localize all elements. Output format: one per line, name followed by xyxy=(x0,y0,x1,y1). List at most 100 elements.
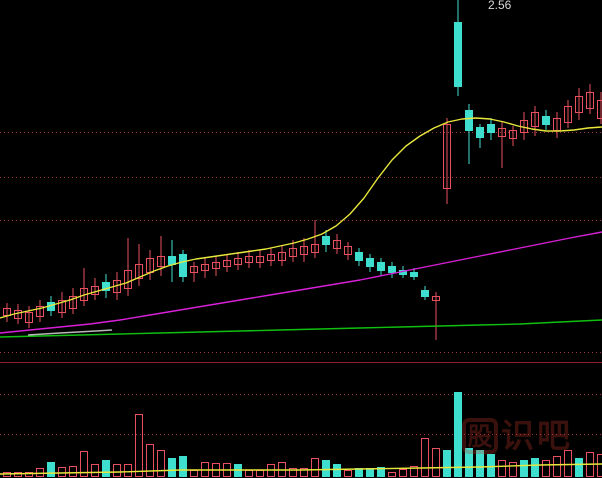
volume-bar[interactable] xyxy=(146,444,154,477)
volume-bar[interactable] xyxy=(531,458,539,477)
candle[interactable] xyxy=(432,292,440,340)
volume-bar[interactable] xyxy=(102,460,110,477)
candle[interactable] xyxy=(234,252,242,270)
candle[interactable] xyxy=(531,106,539,136)
price-chart-panel[interactable]: 2.56 xyxy=(0,0,602,362)
candle[interactable] xyxy=(311,220,319,258)
volume-bar[interactable] xyxy=(289,468,297,477)
volume-bar[interactable] xyxy=(47,462,55,477)
candle[interactable] xyxy=(3,303,11,322)
candle[interactable] xyxy=(520,112,528,140)
candle[interactable] xyxy=(245,250,253,268)
candle[interactable] xyxy=(179,250,187,282)
volume-bar[interactable] xyxy=(553,456,561,477)
volume-bar[interactable] xyxy=(322,460,330,477)
volume-bar[interactable] xyxy=(91,464,99,477)
candle[interactable] xyxy=(267,248,275,266)
candle[interactable] xyxy=(476,124,484,148)
candle[interactable] xyxy=(25,306,33,328)
volume-bar[interactable] xyxy=(443,450,451,477)
candle[interactable] xyxy=(223,254,231,272)
volume-bar[interactable] xyxy=(14,472,22,477)
volume-bars-svg[interactable] xyxy=(0,362,602,478)
volume-bar[interactable] xyxy=(520,460,528,477)
volume-bar[interactable] xyxy=(190,470,198,477)
volume-bar[interactable] xyxy=(25,472,33,477)
volume-bar[interactable] xyxy=(113,464,121,477)
volume-bar[interactable] xyxy=(542,460,550,477)
candle[interactable] xyxy=(69,288,77,314)
volume-bar[interactable] xyxy=(597,454,602,477)
volume-bar[interactable] xyxy=(333,464,341,477)
volume-bar[interactable] xyxy=(575,458,583,477)
candle[interactable] xyxy=(421,286,429,300)
volume-bar[interactable] xyxy=(487,454,495,477)
candle[interactable] xyxy=(344,242,352,260)
volume-bar[interactable] xyxy=(58,467,66,477)
candle[interactable] xyxy=(487,118,495,140)
candle[interactable] xyxy=(212,256,220,276)
candle[interactable] xyxy=(410,268,418,280)
candle[interactable] xyxy=(124,238,132,296)
volume-bar[interactable] xyxy=(421,438,429,477)
candle[interactable] xyxy=(36,300,44,322)
candle[interactable] xyxy=(146,250,154,280)
volume-chart-panel[interactable] xyxy=(0,362,602,478)
candle[interactable] xyxy=(91,278,99,300)
candle[interactable] xyxy=(333,234,341,254)
candle[interactable] xyxy=(256,250,264,268)
volume-bar[interactable] xyxy=(498,460,506,477)
volume-bar[interactable] xyxy=(69,466,77,477)
candle[interactable] xyxy=(597,92,602,124)
price-candles-svg[interactable] xyxy=(0,0,602,362)
candle[interactable] xyxy=(564,100,572,128)
candle[interactable] xyxy=(377,258,385,276)
candle[interactable] xyxy=(322,230,330,252)
volume-bar[interactable] xyxy=(157,450,165,477)
volume-bar[interactable] xyxy=(476,450,484,477)
volume-bar[interactable] xyxy=(509,462,517,477)
candle[interactable] xyxy=(366,254,374,272)
volume-bar[interactable] xyxy=(80,451,88,477)
candle[interactable] xyxy=(201,258,209,278)
volume-bar[interactable] xyxy=(564,450,572,477)
candle[interactable] xyxy=(190,262,198,282)
candle[interactable] xyxy=(542,110,550,130)
volume-bar[interactable] xyxy=(465,448,473,477)
candle[interactable] xyxy=(586,84,594,114)
candle[interactable] xyxy=(58,292,66,318)
candle[interactable] xyxy=(102,274,110,298)
volume-bar[interactable] xyxy=(256,470,264,477)
candle[interactable] xyxy=(168,240,176,282)
volume-bar[interactable] xyxy=(179,456,187,477)
candle[interactable] xyxy=(443,118,451,204)
volume-bar[interactable] xyxy=(135,414,143,477)
volume-bar[interactable] xyxy=(366,468,374,477)
volume-bar[interactable] xyxy=(36,468,44,477)
candle[interactable] xyxy=(553,112,561,138)
volume-bar[interactable] xyxy=(388,472,396,477)
candle[interactable] xyxy=(135,244,143,286)
volume-bar[interactable] xyxy=(300,468,308,477)
volume-bar[interactable] xyxy=(399,469,407,477)
volume-bar[interactable] xyxy=(245,470,253,477)
volume-bar[interactable] xyxy=(344,470,352,477)
candle[interactable] xyxy=(465,104,473,164)
volume-bar[interactable] xyxy=(311,458,319,477)
candle[interactable] xyxy=(278,246,286,266)
candle[interactable] xyxy=(355,248,363,266)
volume-bar[interactable] xyxy=(124,464,132,477)
volume-bar[interactable] xyxy=(454,392,462,477)
candle[interactable] xyxy=(575,88,583,120)
volume-bar[interactable] xyxy=(410,466,418,477)
volume-bar[interactable] xyxy=(377,467,385,477)
candle[interactable] xyxy=(300,238,308,262)
candle[interactable] xyxy=(388,262,396,278)
candle[interactable] xyxy=(454,0,462,96)
volume-bar[interactable] xyxy=(432,448,440,477)
candle[interactable] xyxy=(509,126,517,146)
candle[interactable] xyxy=(498,122,506,168)
volume-bar[interactable] xyxy=(168,458,176,477)
candle[interactable] xyxy=(80,268,88,306)
candle[interactable] xyxy=(157,236,165,276)
